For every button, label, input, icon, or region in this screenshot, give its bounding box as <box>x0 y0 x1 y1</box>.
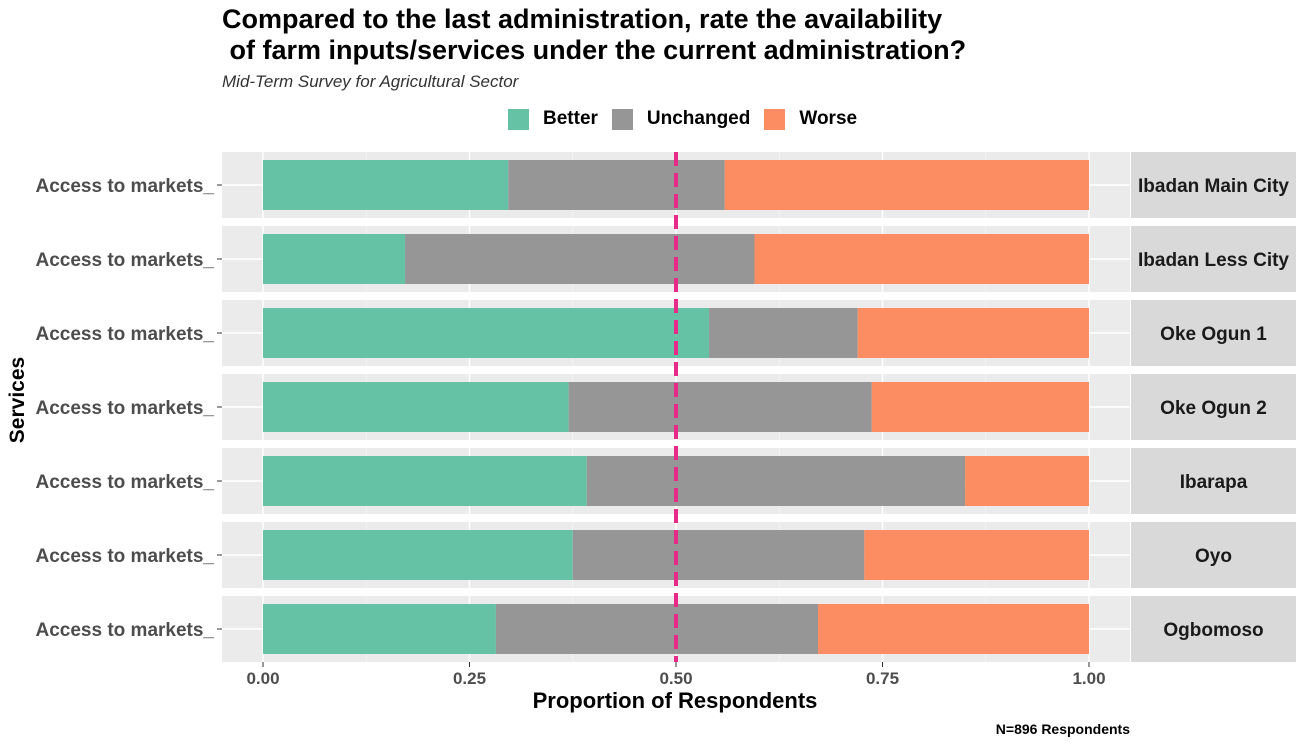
y-tick-label: Access to markets_ <box>36 176 215 197</box>
bar-unchanged-oyo <box>572 530 865 580</box>
bar-unchanged-oke-ogun-2 <box>568 382 872 432</box>
y-tick-label: Access to markets_ <box>36 398 215 419</box>
bar-worse-oke-ogun-2 <box>871 382 1089 432</box>
x-tick-label: 0.75 <box>866 669 899 688</box>
bar-worse-oke-ogun-1 <box>857 308 1089 358</box>
x-tick-label: 0.00 <box>246 669 279 688</box>
legend-key-better <box>508 108 529 130</box>
x-tick-label: 0.25 <box>453 669 486 688</box>
bar-better-oyo <box>263 530 573 580</box>
chart-subtitle: Mid-Term Survey for Agricultural Sector <box>222 72 519 91</box>
strip-label-oke-ogun-1: Oke Ogun 1 <box>1160 324 1267 345</box>
legend-label-unchanged: Unchanged <box>646 108 751 129</box>
strip-bg-ibadan-less-city <box>1131 226 1296 292</box>
strip-label-ibadan-main-city: Ibadan Main City <box>1138 176 1289 197</box>
x-axis-title: Proportion of Respondents <box>532 688 818 713</box>
strip-bg-ibarapa <box>1131 448 1296 514</box>
strip-bg-oke-ogun-1 <box>1131 300 1296 366</box>
bar-better-oke-ogun-1 <box>263 308 710 358</box>
bar-better-ibarapa <box>263 456 587 506</box>
legend-item-better: Better <box>508 108 598 130</box>
y-tick-label: Access to markets_ <box>36 620 215 641</box>
bar-worse-ibadan-less-city <box>754 234 1089 284</box>
strip-label-oyo: Oyo <box>1195 546 1232 567</box>
y-tick-label: Access to markets_ <box>36 324 215 345</box>
x-tick-label: 0.50 <box>659 669 692 688</box>
y-tick-label: Access to markets_ <box>36 472 215 493</box>
x-tick-label: 1.00 <box>1072 669 1105 688</box>
bar-unchanged-ibadan-main-city <box>508 160 725 210</box>
chart-title: Compared to the last administration, rat… <box>222 4 967 65</box>
strip-label-ibadan-less-city: Ibadan Less City <box>1138 250 1289 271</box>
bar-better-ogbomoso <box>263 604 496 654</box>
bar-unchanged-ogbomoso <box>495 604 819 654</box>
strip-bg-ibadan-main-city <box>1131 152 1296 218</box>
strip-bg-oke-ogun-2 <box>1131 374 1296 440</box>
legend-label-better: Better <box>543 108 598 129</box>
bar-unchanged-ibadan-less-city <box>405 234 755 284</box>
strip-label-ibarapa: Ibarapa <box>1180 472 1248 493</box>
bar-better-ibadan-less-city <box>263 234 406 284</box>
legend: Better Unchanged Worse <box>508 106 871 132</box>
strip-label-oke-ogun-2: Oke Ogun 2 <box>1160 398 1267 419</box>
bar-worse-ogbomoso <box>818 604 1089 654</box>
bar-better-oke-ogun-2 <box>263 382 569 432</box>
legend-key-worse <box>764 108 786 130</box>
bar-unchanged-oke-ogun-1 <box>709 308 858 358</box>
legend-item-worse: Worse <box>764 108 857 130</box>
strip-bg-oyo <box>1131 522 1296 588</box>
legend-key-unchanged <box>611 108 633 130</box>
bar-worse-oyo <box>864 530 1089 580</box>
bar-worse-ibarapa <box>965 456 1089 506</box>
bar-unchanged-ibarapa <box>586 456 966 506</box>
y-axis-title: Services <box>6 356 29 444</box>
caption: N=896 Respondents <box>995 721 1130 737</box>
strip-label-ogbomoso: Ogbomoso <box>1163 620 1263 641</box>
y-tick-label: Access to markets_ <box>36 250 215 271</box>
legend-label-worse: Worse <box>799 108 858 129</box>
legend-item-unchanged: Unchanged <box>611 108 751 130</box>
strip-bg-ogbomoso <box>1131 596 1296 662</box>
bar-better-ibadan-main-city <box>263 160 509 210</box>
y-tick-label: Access to markets_ <box>36 546 215 567</box>
bar-worse-ibadan-main-city <box>724 160 1089 210</box>
